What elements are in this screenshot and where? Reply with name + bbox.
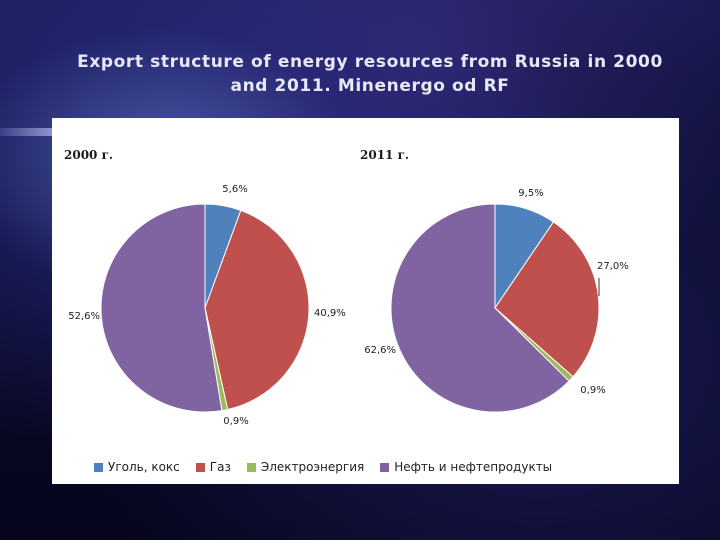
legend-swatch-coal bbox=[94, 462, 103, 472]
pie-charts-svg: 5,6% 40,9% 0,9% 52,6% 9,5% 27,0% 0,9% 62,6% bbox=[68, 184, 629, 427]
chart-panel: 5,6% 40,9% 0,9% 52,6% 9,5% 27,0% 0,9% 62,6% 200… bbox=[52, 118, 679, 484]
pie-slice-2000-oil bbox=[100, 203, 223, 413]
legend-swatch-oil bbox=[380, 462, 390, 472]
data-label-2011-oil: 62,6% bbox=[364, 345, 396, 356]
pie-slice-2011-gas bbox=[494, 221, 600, 378]
slide-title: Export structure of energy resources fro… bbox=[77, 52, 663, 96]
data-label-2000-gas: 40,9% bbox=[314, 308, 346, 319]
data-label-2011-electricity: 0,9% bbox=[580, 385, 605, 396]
data-label-2011-coal: 9,5% bbox=[518, 188, 543, 199]
data-label-2000-coal: 5,6% bbox=[222, 184, 247, 195]
accent-line bbox=[0, 128, 52, 136]
chart-title-2000: 2000 г. bbox=[64, 148, 114, 162]
legend-item-gas: Газ bbox=[195, 460, 231, 474]
data-label-2011-gas: 27,0% bbox=[597, 261, 629, 272]
legend-item-electricity: Электроэнергия bbox=[246, 460, 365, 474]
legend-item-coal: Уголь, кокс bbox=[94, 460, 180, 474]
legend-item-oil: Нефть и нефтепродукты bbox=[380, 460, 552, 474]
legend-swatch-electricity bbox=[246, 462, 256, 472]
legend: Уголь, кокс Газ Электроэнергия Нефть и н… bbox=[94, 458, 654, 476]
chart-title-2011: 2011 г. bbox=[360, 148, 410, 162]
legend-swatch-gas bbox=[195, 462, 205, 472]
pie-slice-2011-oil bbox=[390, 203, 570, 413]
data-label-2000-electricity: 0,9% bbox=[223, 416, 248, 427]
legend-label-coal: Уголь, кокс bbox=[108, 460, 180, 474]
legend-label-electricity: Электроэнергия bbox=[260, 460, 365, 474]
legend-label-gas: Газ bbox=[209, 460, 231, 474]
data-label-2000-oil: 52,6% bbox=[68, 311, 100, 322]
legend-label-oil: Нефть и нефтепродукты bbox=[394, 460, 553, 474]
pie-slice-2000-gas bbox=[204, 209, 310, 411]
